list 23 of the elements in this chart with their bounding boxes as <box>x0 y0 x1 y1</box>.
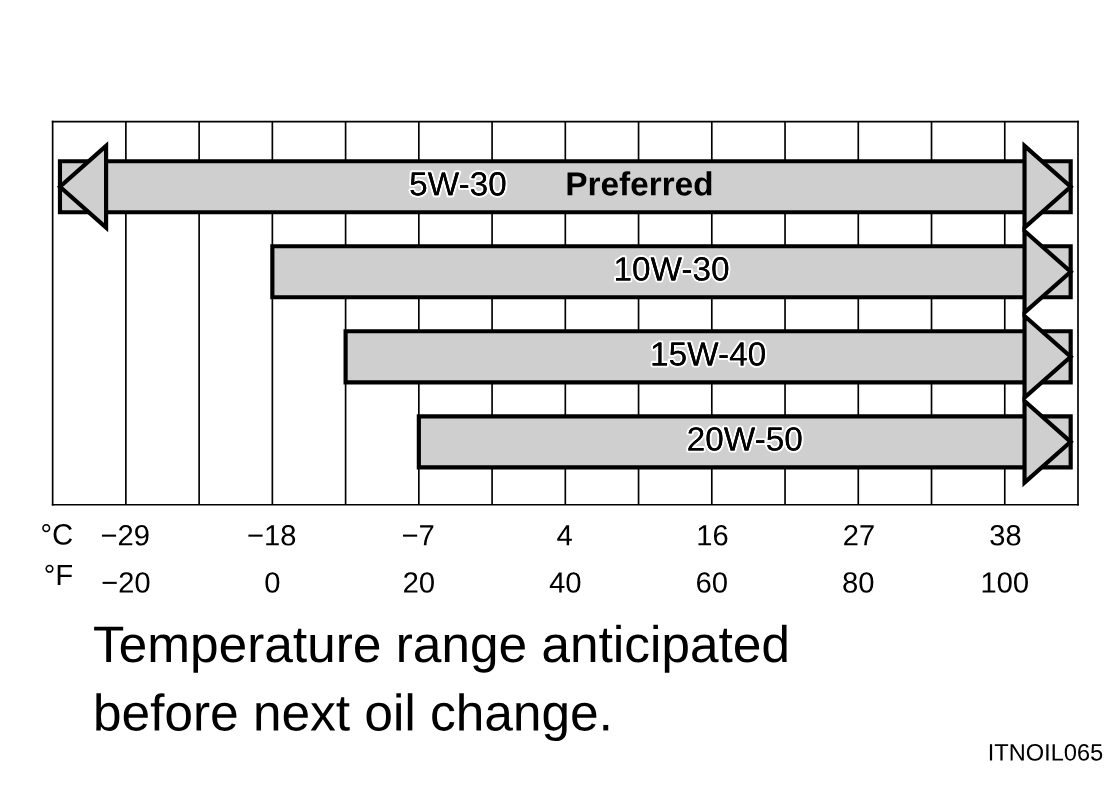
x2-tick-label: 4 <box>557 525 572 546</box>
x-tick-label: −20 <box>102 572 150 593</box>
x-tick-label: 60 <box>697 572 727 593</box>
y-tick-label: 10W-30 <box>616 257 729 281</box>
x-tick-label: 0 <box>265 572 280 593</box>
annotation: Preferred <box>567 171 712 196</box>
x-axis-title: °F <box>45 564 72 586</box>
x2-tick-label: −7 <box>402 525 434 546</box>
x-tick-label: 100 <box>982 572 1028 593</box>
x-tick-label: 80 <box>843 572 874 593</box>
x2-tick-label: 16 <box>698 524 728 546</box>
x2-tick-label: 38 <box>990 524 1021 546</box>
y-tick-label: 5W-30 <box>410 172 506 196</box>
x-tick-label: 20 <box>404 572 434 593</box>
y-tick-label: 20W-50 <box>688 427 802 451</box>
x2-tick-label: −18 <box>248 524 296 546</box>
x2-tick-label: −29 <box>101 524 149 546</box>
text: ITNOIL065 <box>989 743 1103 761</box>
text: Temperature range anticipated before next oil change. <box>94 624 787 742</box>
x-tick-label: 40 <box>549 572 581 593</box>
x2-tick-label: 27 <box>844 524 874 546</box>
x2-axis-title: °C <box>42 524 73 545</box>
y-tick-label: 15W-40 <box>652 342 765 366</box>
